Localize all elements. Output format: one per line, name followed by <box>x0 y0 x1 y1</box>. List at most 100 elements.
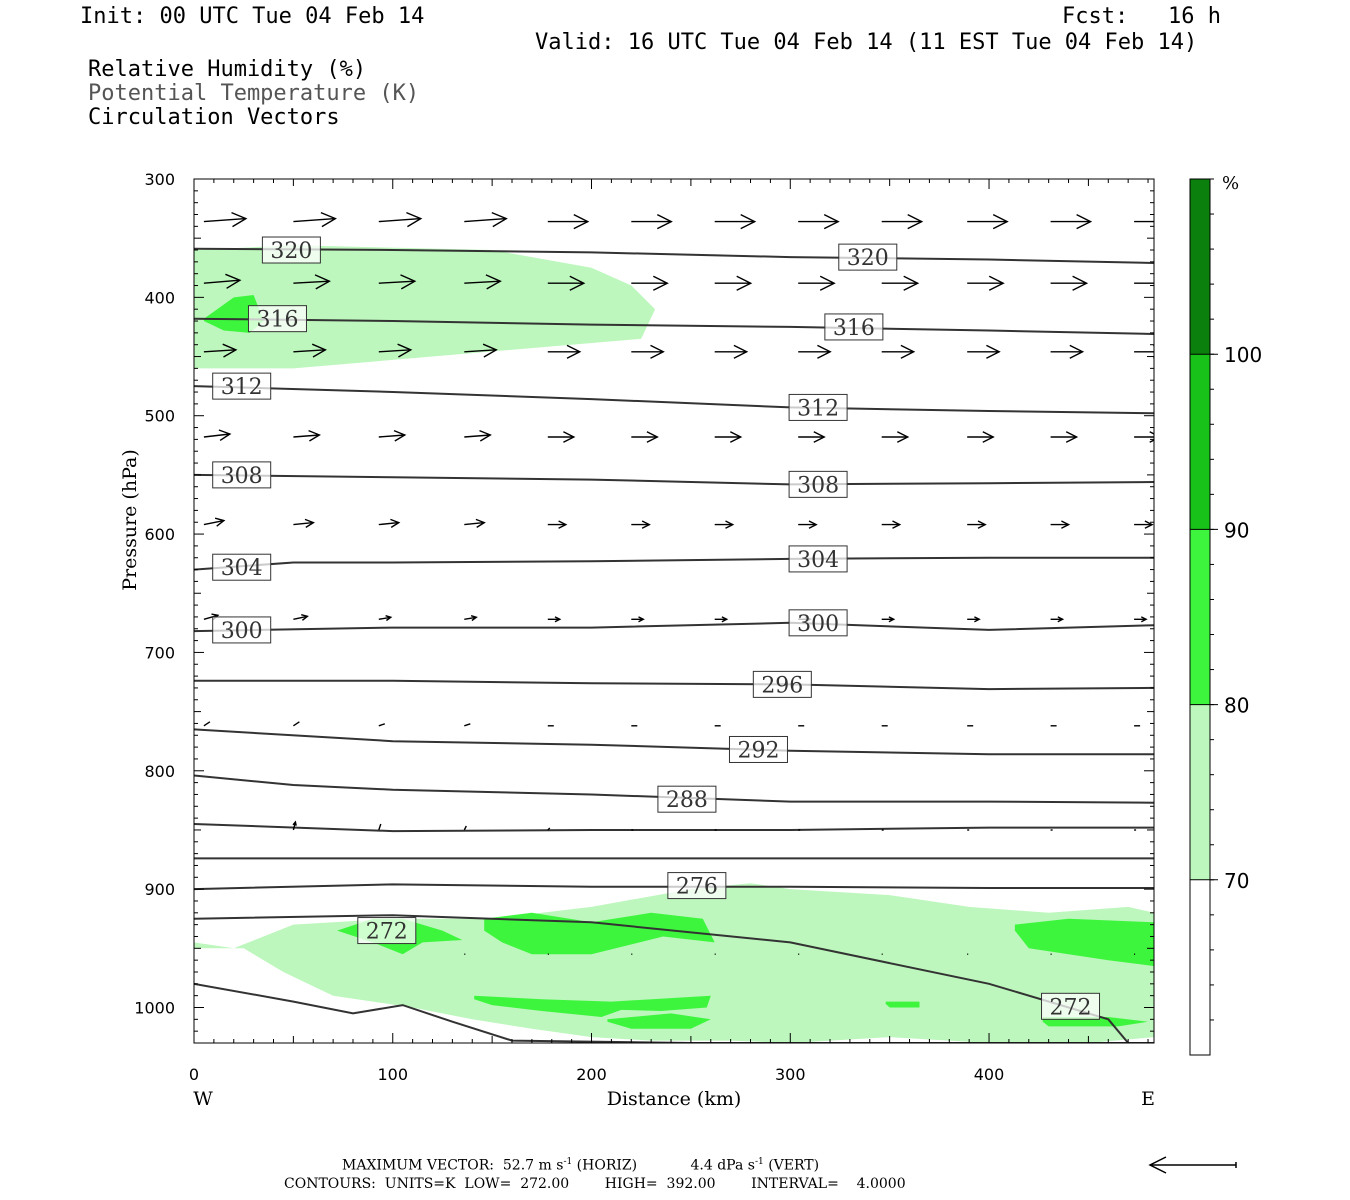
contour-label-text: 308 <box>797 473 839 498</box>
vector-head <box>1140 616 1148 623</box>
vector-head <box>817 344 832 359</box>
contour-label-text: 296 <box>761 673 803 698</box>
circulation-vector <box>293 518 315 528</box>
circulation-vector <box>464 429 492 442</box>
isentrope-292 <box>194 728 1154 756</box>
contour-label-308: 308 <box>212 461 272 489</box>
vector-shaft <box>203 614 219 620</box>
circulation-vector <box>464 343 498 358</box>
vector-head <box>888 616 896 623</box>
x-end-label-west: W <box>193 1088 213 1110</box>
rh-region-80-8 <box>1014 918 1154 967</box>
forecast-hour: Fcst: 16 h <box>1062 4 1221 29</box>
circulation-vector <box>631 520 651 529</box>
circulation-vector <box>464 518 486 528</box>
vector-shaft <box>203 279 240 284</box>
vector-head <box>982 431 995 443</box>
vector-head <box>725 520 735 529</box>
contour-label-text: 308 <box>221 464 263 489</box>
circulation-vector <box>547 520 568 529</box>
circulation-vector <box>631 275 669 291</box>
vector-head <box>573 213 590 230</box>
vector-head <box>1061 520 1071 529</box>
vector-head <box>231 211 248 228</box>
horiz-sup: -1 <box>563 1157 573 1167</box>
circulation-vector <box>798 344 832 359</box>
contour-label-text: 292 <box>737 738 779 763</box>
contour-label-text: 288 <box>666 788 708 813</box>
field-label-theta: Potential Temperature (K) <box>88 81 420 106</box>
contour-label-box <box>667 872 727 900</box>
rh-region-70-0 <box>194 245 656 369</box>
contour-label-304: 304 <box>212 553 272 581</box>
circulation-vector <box>203 273 242 289</box>
circulation-vector <box>464 723 471 727</box>
vector-head <box>320 211 337 228</box>
circulation-vector <box>547 827 551 831</box>
contour-label-box <box>212 461 272 489</box>
contour-label-300: 300 <box>212 616 272 644</box>
vector-head <box>569 275 586 291</box>
colorbar: 100 90 80 70% <box>1189 173 1262 1056</box>
rh-region-80-5 <box>474 995 711 1017</box>
vector-head <box>218 429 232 441</box>
vector-shaft <box>203 519 225 526</box>
vector-head <box>393 429 407 442</box>
vector-shaft <box>378 521 399 526</box>
circulation-vector <box>203 721 211 727</box>
circulation-vector <box>547 213 590 230</box>
vector-shaft <box>293 217 336 223</box>
contour-label-box <box>838 243 898 271</box>
circulation-vector <box>203 517 226 527</box>
circulation-vector <box>293 211 337 228</box>
circulation-vector <box>378 429 407 442</box>
contour-label-308: 308 <box>788 470 848 498</box>
vector-head <box>892 520 902 529</box>
vector-head <box>314 274 331 290</box>
contour-label-box <box>788 609 848 637</box>
vector-head <box>292 820 297 826</box>
circulation-vector <box>378 343 413 358</box>
circulation-vector <box>714 616 729 623</box>
vector-shaft <box>463 825 467 831</box>
contour-label-312: 312 <box>788 393 848 421</box>
circulation-vector <box>378 518 401 528</box>
contour-label-text: 312 <box>221 375 263 400</box>
vector-head <box>304 518 315 528</box>
circulation-vector <box>464 211 508 228</box>
circulation-vector <box>1050 616 1065 623</box>
isentrope-288 <box>194 774 1154 804</box>
vector-head <box>1072 275 1089 291</box>
max-vector-label: MAXIMUM VECTOR: <box>342 1157 494 1174</box>
x-tick-label: 400 <box>974 1065 1005 1084</box>
isentrope-268 <box>194 982 1154 1043</box>
vector-shaft <box>464 434 491 438</box>
circulation-vector <box>547 431 576 443</box>
contour-label-296: 296 <box>752 670 812 698</box>
vector-head <box>896 431 910 443</box>
vector-head <box>650 344 665 359</box>
circulation-vector <box>1050 431 1079 443</box>
y-tick-label: 500 <box>144 407 175 426</box>
circulation-vector <box>464 274 502 290</box>
isentrope-308 <box>194 473 1154 486</box>
vector-head <box>400 274 417 290</box>
vector-head <box>638 616 645 623</box>
vector-head <box>406 211 423 228</box>
contour-label-300: 300 <box>788 609 848 637</box>
circulation-vector <box>881 275 920 291</box>
x-end-label-east: E <box>1141 1088 1155 1110</box>
contour-label-320: 320 <box>838 243 898 271</box>
vector-head <box>740 213 757 230</box>
vector-shaft <box>378 823 382 831</box>
contour-label-text: 320 <box>270 239 312 264</box>
circulation-vector <box>967 213 1009 230</box>
isentrope-312 <box>194 385 1154 415</box>
vector-head <box>1065 431 1079 443</box>
vector-head <box>729 431 743 443</box>
contour-label-box <box>752 670 812 698</box>
vector-head <box>736 275 753 291</box>
contour-label-text: 304 <box>797 548 839 573</box>
max-vector-line: MAXIMUM VECTOR: 52.7 m s-1 (HORIZ) 4.4 d… <box>342 1157 819 1174</box>
